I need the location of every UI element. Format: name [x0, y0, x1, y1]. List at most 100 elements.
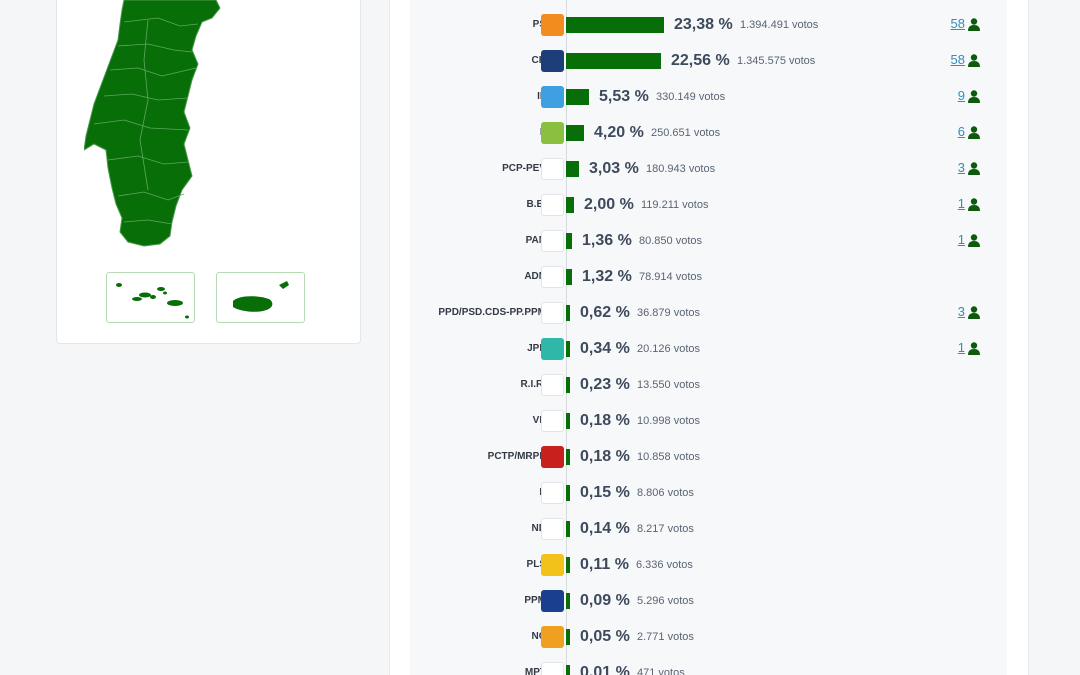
- person-icon: [968, 90, 980, 103]
- vote-bar: [566, 17, 664, 33]
- result-row: CH 22,56 % 1.345.575 votos 58: [410, 43, 1007, 79]
- azores-map-box[interactable]: [106, 272, 195, 323]
- vote-bar: [566, 197, 574, 213]
- ergue-te-logo-icon: [541, 482, 564, 504]
- vote-count: 180.943 votos: [646, 163, 716, 175]
- adn-logo-icon: [541, 266, 564, 288]
- result-row: E0,15 %8.806 votos: [410, 475, 1007, 511]
- pls-logo-icon: [541, 554, 564, 576]
- seats-link[interactable]: 58: [950, 52, 965, 67]
- vote-count: 119.211 votos: [641, 199, 709, 211]
- vote-bar: [566, 305, 570, 321]
- result-row: PAN 1,36 % 80.850 votos 1: [410, 223, 1007, 259]
- seats-link[interactable]: 6: [957, 124, 965, 139]
- mrpp-logo-icon: [541, 446, 564, 468]
- vote-count: 8.806 votos: [637, 487, 694, 499]
- vote-bar: [566, 53, 661, 69]
- vote-count: 36.879 votos: [637, 307, 700, 319]
- be-star-icon: [541, 194, 564, 216]
- vote-bar: [566, 161, 579, 177]
- vote-percentage: 0,18 %: [580, 448, 630, 465]
- party-abbreviation: PCTP/MRPP: [487, 451, 546, 462]
- party-abbreviation: ND: [531, 523, 546, 534]
- result-row: MPT 0,01 % 471 votos: [410, 655, 1007, 675]
- person-icon: [968, 198, 980, 211]
- ad-logo-icon: [541, 302, 564, 324]
- madeira-map-box[interactable]: [216, 272, 305, 323]
- vote-count: 10.858 votos: [637, 451, 700, 463]
- seats-link[interactable]: 3: [957, 304, 965, 319]
- seats-link[interactable]: 58: [950, 16, 965, 31]
- nova-direita-logo-icon: [541, 518, 564, 540]
- seats-link[interactable]: 3: [957, 160, 965, 175]
- person-icon: [968, 342, 980, 355]
- portugal-map-icon[interactable]: [84, 0, 224, 256]
- ps-logo-icon: [541, 14, 564, 36]
- vote-count: 20.126 votos: [637, 343, 700, 355]
- vote-percentage: 0,18 %: [580, 412, 630, 429]
- il-logo-icon: [541, 86, 564, 108]
- party-abbreviation: ADN: [524, 271, 546, 282]
- vote-count: 330.149 votos: [656, 91, 726, 103]
- vote-percentage: 0,34 %: [580, 340, 630, 357]
- vote-bar: [566, 89, 589, 105]
- vote-count: 1.345.575 votos: [737, 55, 816, 67]
- madeira-map-icon: [233, 281, 289, 312]
- vote-count: 5.296 votos: [637, 595, 694, 607]
- vote-percentage: 0,05 %: [580, 628, 630, 645]
- result-row: PLS 0,11 % 6.336 votos: [410, 547, 1007, 583]
- vote-percentage: 22,56 %: [671, 52, 730, 69]
- volt-logo-icon: [541, 410, 564, 432]
- seats-link[interactable]: 1: [957, 340, 965, 355]
- vote-percentage: 0,14 %: [580, 520, 630, 537]
- result-row: NC 0,05 % 2.771 votos: [410, 619, 1007, 655]
- vote-bar: [566, 521, 570, 537]
- chega-logo-icon: [541, 50, 564, 72]
- vote-count: 2.771 votos: [637, 631, 694, 643]
- vote-percentage: 1,36 %: [582, 232, 632, 249]
- ppm-logo-icon: [541, 590, 564, 612]
- result-row: PCP-PEV 3,03 % 180.943 votos 3: [410, 151, 1007, 187]
- party-abbreviation: PPM: [524, 595, 546, 606]
- vote-count: 6.336 votos: [636, 559, 693, 571]
- seats-link[interactable]: 1: [957, 196, 965, 211]
- person-icon: [968, 18, 980, 31]
- party-abbreviation: B.E.: [526, 199, 546, 210]
- seats-link[interactable]: 1: [957, 232, 965, 247]
- azores-map-icon: [116, 283, 189, 319]
- vote-bar: [566, 413, 570, 429]
- party-abbreviation: CH: [531, 55, 546, 66]
- pan-tree-icon: [541, 230, 564, 252]
- livre-logo-icon: [541, 122, 564, 144]
- vote-bar: [566, 593, 570, 609]
- party-abbreviation: NC: [531, 631, 546, 642]
- result-row: PPM 0,09 % 5.296 votos: [410, 583, 1007, 619]
- vote-count: 471 votos: [637, 667, 685, 675]
- vote-percentage: 2,00 %: [584, 196, 634, 213]
- result-row: R.I.R. 0,23 % 13.550 votos: [410, 367, 1007, 403]
- result-row: VP 0,18 % 10.998 votos: [410, 403, 1007, 439]
- result-row: PCTP/MRPP 0,18 % 10.858 votos: [410, 439, 1007, 475]
- person-icon: [968, 162, 980, 175]
- vote-count: 13.550 votos: [637, 379, 700, 391]
- seats-link[interactable]: 9: [957, 88, 965, 103]
- vote-percentage: 0,62 %: [580, 304, 630, 321]
- vote-count: 10.998 votos: [637, 415, 700, 427]
- vote-count: 80.850 votos: [639, 235, 702, 247]
- result-row: JPP 0,34 % 20.126 votos 1: [410, 331, 1007, 367]
- person-icon: [968, 126, 980, 139]
- vote-count: 1.394.491 votos: [740, 19, 819, 31]
- vote-count: 250.651 votos: [651, 127, 721, 139]
- party-abbreviation: PS: [532, 19, 546, 30]
- vote-bar: [566, 557, 570, 573]
- party-abbreviation: PPD/PSD.CDS-PP.PPM: [438, 307, 546, 318]
- vote-percentage: 0,15 %: [580, 484, 630, 501]
- vote-bar: [566, 233, 572, 249]
- clover-logo-icon: [541, 662, 564, 675]
- result-row: PS 23,38 % 1.394.491 votos 58: [410, 7, 1007, 43]
- vote-bar: [566, 485, 570, 501]
- party-abbreviation: MPT: [524, 667, 546, 675]
- vote-bar: [566, 629, 570, 645]
- result-row: PPD/PSD.CDS-PP.PPM 0,62 % 36.879 votos 3: [410, 295, 1007, 331]
